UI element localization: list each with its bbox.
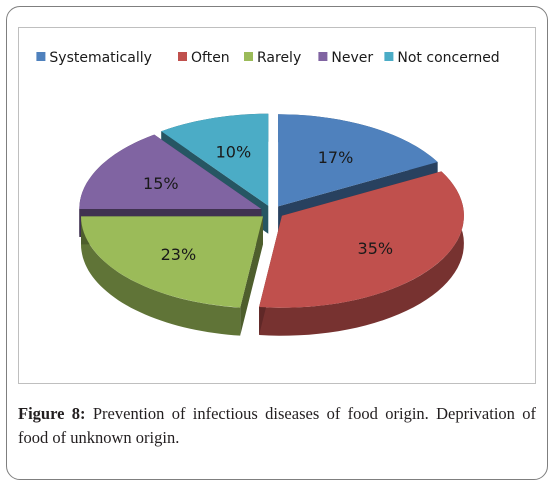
legend-swatch-rarely: [244, 52, 253, 61]
slice-label-never: 15%: [143, 174, 179, 193]
slice-not-concerned: [161, 113, 269, 206]
legend-label-often: Often: [191, 50, 230, 66]
legend-swatch-never: [318, 52, 328, 61]
pie-chart: Systematically Often Rarely Never Not concer…: [36, 50, 500, 336]
legend-swatch-not-concerned: [384, 52, 394, 61]
slice-often: [259, 171, 464, 308]
legend-swatch-often: [178, 52, 187, 61]
slice-systematically: [278, 114, 438, 207]
legend-label-not-concerned: Not concerned: [397, 50, 499, 66]
pie-labels: 17% 35% 23% 15% 10%: [143, 143, 393, 265]
slice-label-rarely: 23%: [161, 245, 197, 264]
figure-label: Figure 8:: [18, 404, 86, 423]
legend-swatch-systematically: [36, 52, 46, 61]
legend-label-rarely: Rarely: [257, 50, 301, 66]
figure-caption-text: Prevention of infectious diseases of foo…: [18, 404, 537, 447]
legend-label-never: Never: [331, 50, 373, 66]
slice-rarely: [81, 216, 263, 308]
slice-label-systematically: 17%: [318, 148, 354, 167]
slice-label-often: 35%: [358, 239, 394, 258]
chart-legend: Systematically Often Rarely Never Not concer…: [36, 50, 500, 66]
pie-slices: [79, 113, 464, 308]
slice-label-not-concerned: 10%: [216, 143, 252, 162]
figure-caption: Figure 8: Prevention of infectious disea…: [18, 402, 536, 450]
legend-label-systematically: Systematically: [49, 50, 152, 66]
slice-never: [79, 134, 262, 210]
